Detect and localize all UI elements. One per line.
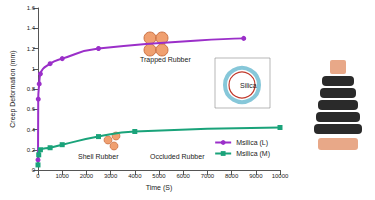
svg-text:Msilica (M): Msilica (M): [236, 150, 270, 158]
svg-text:Creep Deformation (mm): Creep Deformation (mm): [9, 50, 17, 127]
svg-text:1.4: 1.4: [27, 25, 36, 31]
svg-text:Time (S): Time (S): [146, 184, 173, 192]
svg-text:1000: 1000: [56, 173, 70, 179]
svg-text:Shell Rubber: Shell Rubber: [78, 153, 119, 160]
svg-text:8000: 8000: [225, 173, 239, 179]
svg-text:6000: 6000: [177, 173, 191, 179]
svg-text:Msilica (L): Msilica (L): [236, 139, 268, 147]
svg-text:0: 0: [36, 173, 40, 179]
svg-text:7000: 7000: [201, 173, 215, 179]
svg-text:0.2: 0.2: [27, 147, 36, 153]
svg-text:0.8: 0.8: [27, 86, 36, 92]
svg-text:1: 1: [32, 66, 36, 72]
svg-text:10000: 10000: [272, 173, 289, 179]
svg-text:0.4: 0.4: [27, 127, 36, 133]
svg-text:Trapped Rubber: Trapped Rubber: [140, 56, 191, 64]
svg-text:1.2: 1.2: [27, 46, 36, 52]
svg-text:0.6: 0.6: [27, 106, 36, 112]
svg-text:2000: 2000: [80, 173, 94, 179]
svg-text:5000: 5000: [152, 173, 166, 179]
svg-text:3000: 3000: [104, 173, 118, 179]
svg-text:0: 0: [32, 167, 36, 173]
svg-text:9000: 9000: [249, 173, 263, 179]
svg-text:Silica: Silica: [240, 82, 257, 89]
svg-text:1.6: 1.6: [27, 5, 36, 11]
svg-text:Occluded Rubber: Occluded Rubber: [150, 153, 205, 160]
svg-text:4000: 4000: [128, 173, 142, 179]
